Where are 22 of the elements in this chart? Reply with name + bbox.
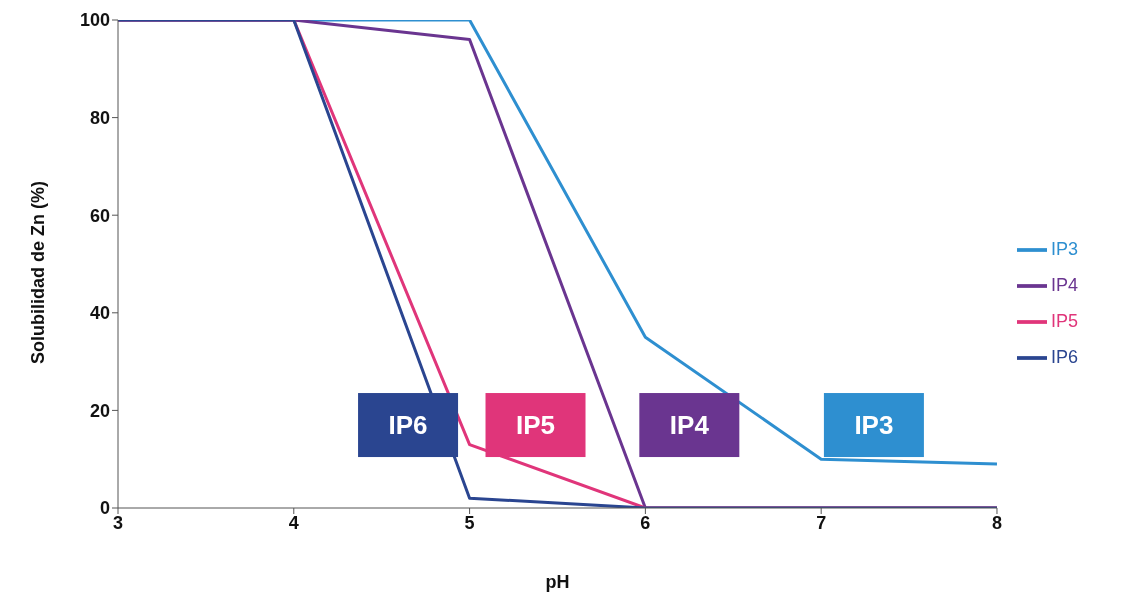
- annotation: IP3: [854, 410, 894, 441]
- y-tick-label: 20: [89, 400, 110, 421]
- legend-label: IP3: [1050, 239, 1078, 259]
- legend-label: IP5: [1050, 311, 1078, 331]
- x-tick-label: 7: [816, 512, 827, 533]
- y-tick-label: 80: [89, 107, 110, 128]
- legend-label: IP4: [1050, 275, 1078, 295]
- y-tick-label: 60: [89, 205, 110, 226]
- x-tick-label: 8: [991, 512, 1002, 533]
- x-axis-title: pH: [545, 572, 570, 592]
- x-tick-label: 6: [640, 512, 651, 533]
- annotation: IP4: [669, 410, 710, 441]
- x-tick-label: 3: [112, 512, 124, 533]
- annotation: IP5: [515, 410, 556, 441]
- y-tick-label: 100: [79, 10, 110, 31]
- y-tick-label: 0: [99, 498, 110, 519]
- x-tick-label: 5: [464, 512, 475, 533]
- legend-label: IP6: [1050, 347, 1078, 367]
- x-tick-label: 4: [288, 512, 299, 533]
- y-tick-label: 40: [89, 303, 110, 324]
- y-axis-title: Solubilidad de Zn (%): [28, 181, 49, 364]
- annotation: IP6: [388, 410, 428, 441]
